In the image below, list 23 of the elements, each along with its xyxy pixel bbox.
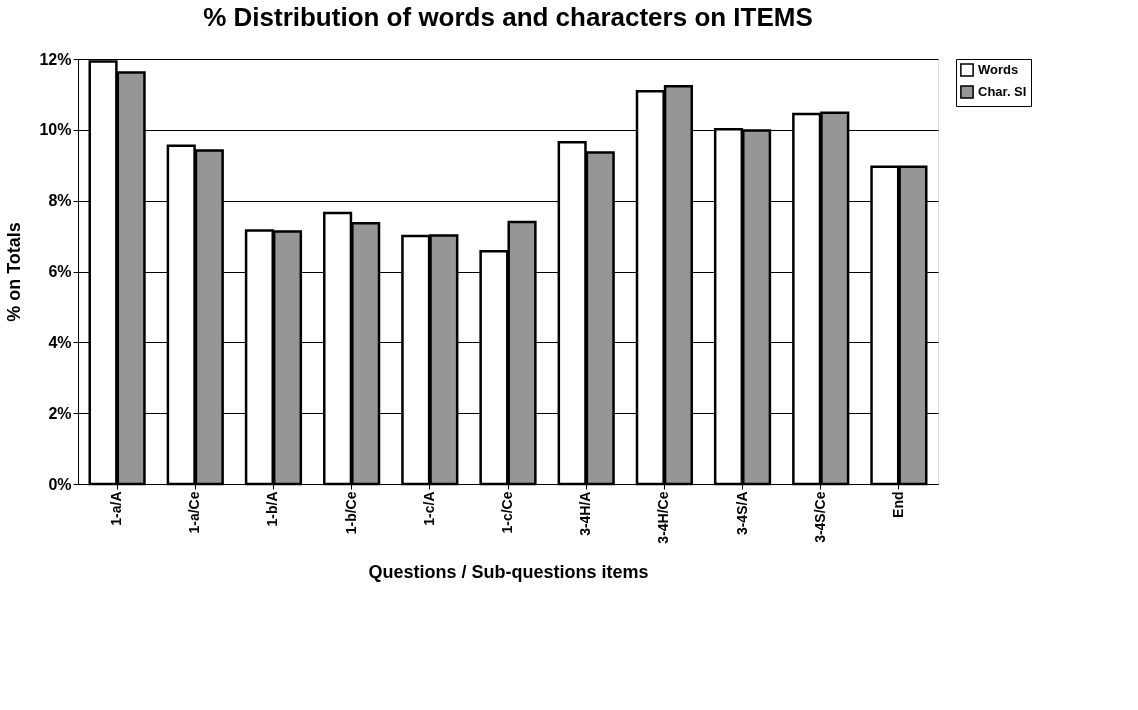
y-tick-label: 6% [48,263,72,280]
x-tick-label: 3-4H/Ce [655,491,672,544]
y-axis-title: % on Totals [4,222,25,322]
legend-label: Words [978,62,1019,77]
y-tick-label: 12% [39,50,72,68]
x-tick-label: 3-4S/Ce [811,491,828,543]
y-tick-label: 8% [48,192,72,210]
y-tick-label: 2% [48,404,72,422]
y-tick-label: 0% [48,475,72,493]
x-tick-label: 1-b/Ce [342,491,359,535]
x-tick-label: End [889,491,906,518]
legend-label: Char. SI [978,84,1027,99]
x-tick-label: 3-4S/A [733,491,750,536]
x-tick-label: 3-4H/A [577,491,594,536]
x-tick-label: 1-c/Ce [499,491,515,534]
x-tick-label: 1-b/A [264,491,281,527]
x-tick-label: 1-a/A [108,491,125,526]
y-tick-label: 4% [48,333,72,351]
y-tick-label: 10% [39,121,72,139]
x-tick-label: 1-a/Ce [186,491,203,534]
x-axis-title: Questions / Sub-questions items [368,561,649,582]
chart-title: % Distribution of words and characters on ITEMS [203,2,813,32]
x-tick-label: 1-c/A [420,491,437,526]
